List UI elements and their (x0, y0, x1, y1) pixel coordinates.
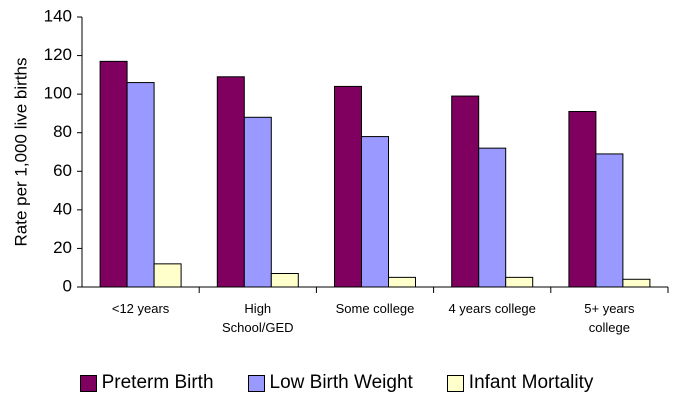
y-tick-label: 60 (53, 161, 72, 180)
legend-item: Low Birth Weight (247, 372, 413, 394)
plot: Rate per 1,000 live births 0 20 40 60 80 100 1… (11, 6, 669, 295)
x-tick-label: 5+ years college (584, 301, 635, 335)
bar (568, 111, 597, 288)
bar (478, 147, 507, 288)
bar (153, 263, 182, 288)
y-tick-label: 140 (44, 6, 72, 25)
legend-label: Low Birth Weight (269, 372, 413, 393)
y-tick-label: 100 (44, 84, 72, 103)
legend-label: Preterm Birth (101, 372, 214, 393)
bar (270, 273, 299, 288)
bar (334, 85, 362, 288)
bar (595, 153, 624, 288)
bar (126, 82, 155, 288)
y-tick-label: 120 (44, 45, 72, 64)
bar (622, 278, 651, 288)
y-tick-label: 40 (53, 199, 72, 218)
bar (451, 95, 480, 288)
legend-label: Infant Mortality (468, 372, 594, 393)
bar (243, 116, 272, 288)
x-tick-label: Some college (335, 301, 415, 316)
legend-item: Preterm Birth (79, 372, 214, 394)
bar (388, 276, 416, 288)
bar (216, 76, 245, 288)
legend: Preterm Birth Low Birth Weight Infant Mort… (0, 372, 673, 394)
x-tick-label: High School/GED (222, 301, 294, 335)
bar (505, 276, 534, 288)
legend-swatch (247, 374, 265, 392)
legend-item: Infant Mortality (446, 372, 594, 394)
y-tick-label: 80 (53, 122, 72, 141)
y-axis-label: Rate per 1,000 live births (11, 58, 30, 247)
y-tick-label: 0 (63, 276, 72, 295)
bar (99, 60, 128, 288)
x-tick-label: 4 years college (448, 301, 536, 316)
y-tick-label: 20 (53, 238, 72, 257)
x-tick-label: <12 years (111, 301, 170, 316)
legend-swatch (79, 374, 97, 392)
legend-swatch (446, 374, 464, 392)
bar (361, 136, 389, 288)
